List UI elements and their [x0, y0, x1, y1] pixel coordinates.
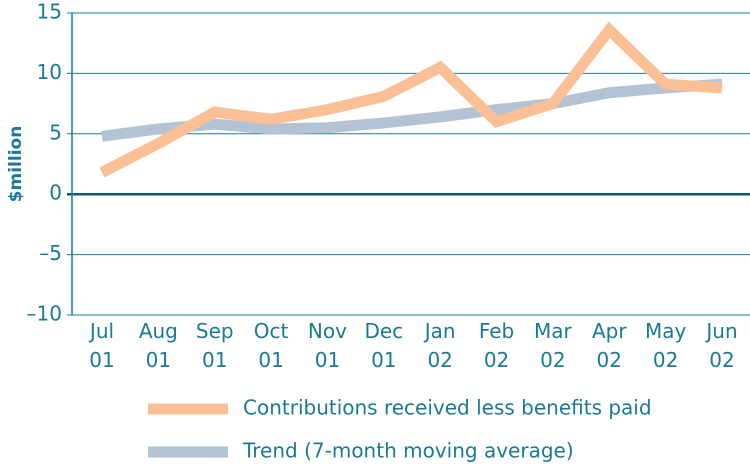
y-tick-label: –5 [39, 241, 62, 265]
x-tick-label: Jul 01 [88, 319, 115, 372]
x-tick-label: Jan 02 [423, 319, 456, 372]
series-line [99, 21, 723, 178]
x-tick-label: Dec 01 [364, 319, 403, 372]
series-line [101, 78, 723, 142]
x-tick-label: Oct 01 [254, 319, 289, 372]
y-tick-label: –10 [27, 302, 62, 326]
x-tick-label: Nov 01 [308, 319, 347, 372]
y-tick-label: 15 [37, 0, 62, 24]
y-tick-label: 5 [49, 120, 62, 144]
y-tick-label: 0 [49, 181, 62, 205]
x-tick-label: Jun 02 [704, 319, 737, 372]
x-tick-label: Mar 02 [534, 319, 573, 372]
x-tick-label: May 02 [645, 319, 687, 372]
x-tick-label: Feb 02 [479, 319, 514, 372]
y-tick-label: 10 [37, 60, 62, 84]
legend-label: Contributions received less benefits pai… [243, 396, 652, 420]
x-tick-label: Apr 02 [592, 319, 627, 372]
legend-label: Trend (7-month moving average) [242, 439, 574, 463]
x-tick-label: Aug 01 [139, 319, 178, 372]
x-tick-label: Sep 01 [196, 319, 234, 372]
y-axis-label: $million [6, 126, 26, 203]
